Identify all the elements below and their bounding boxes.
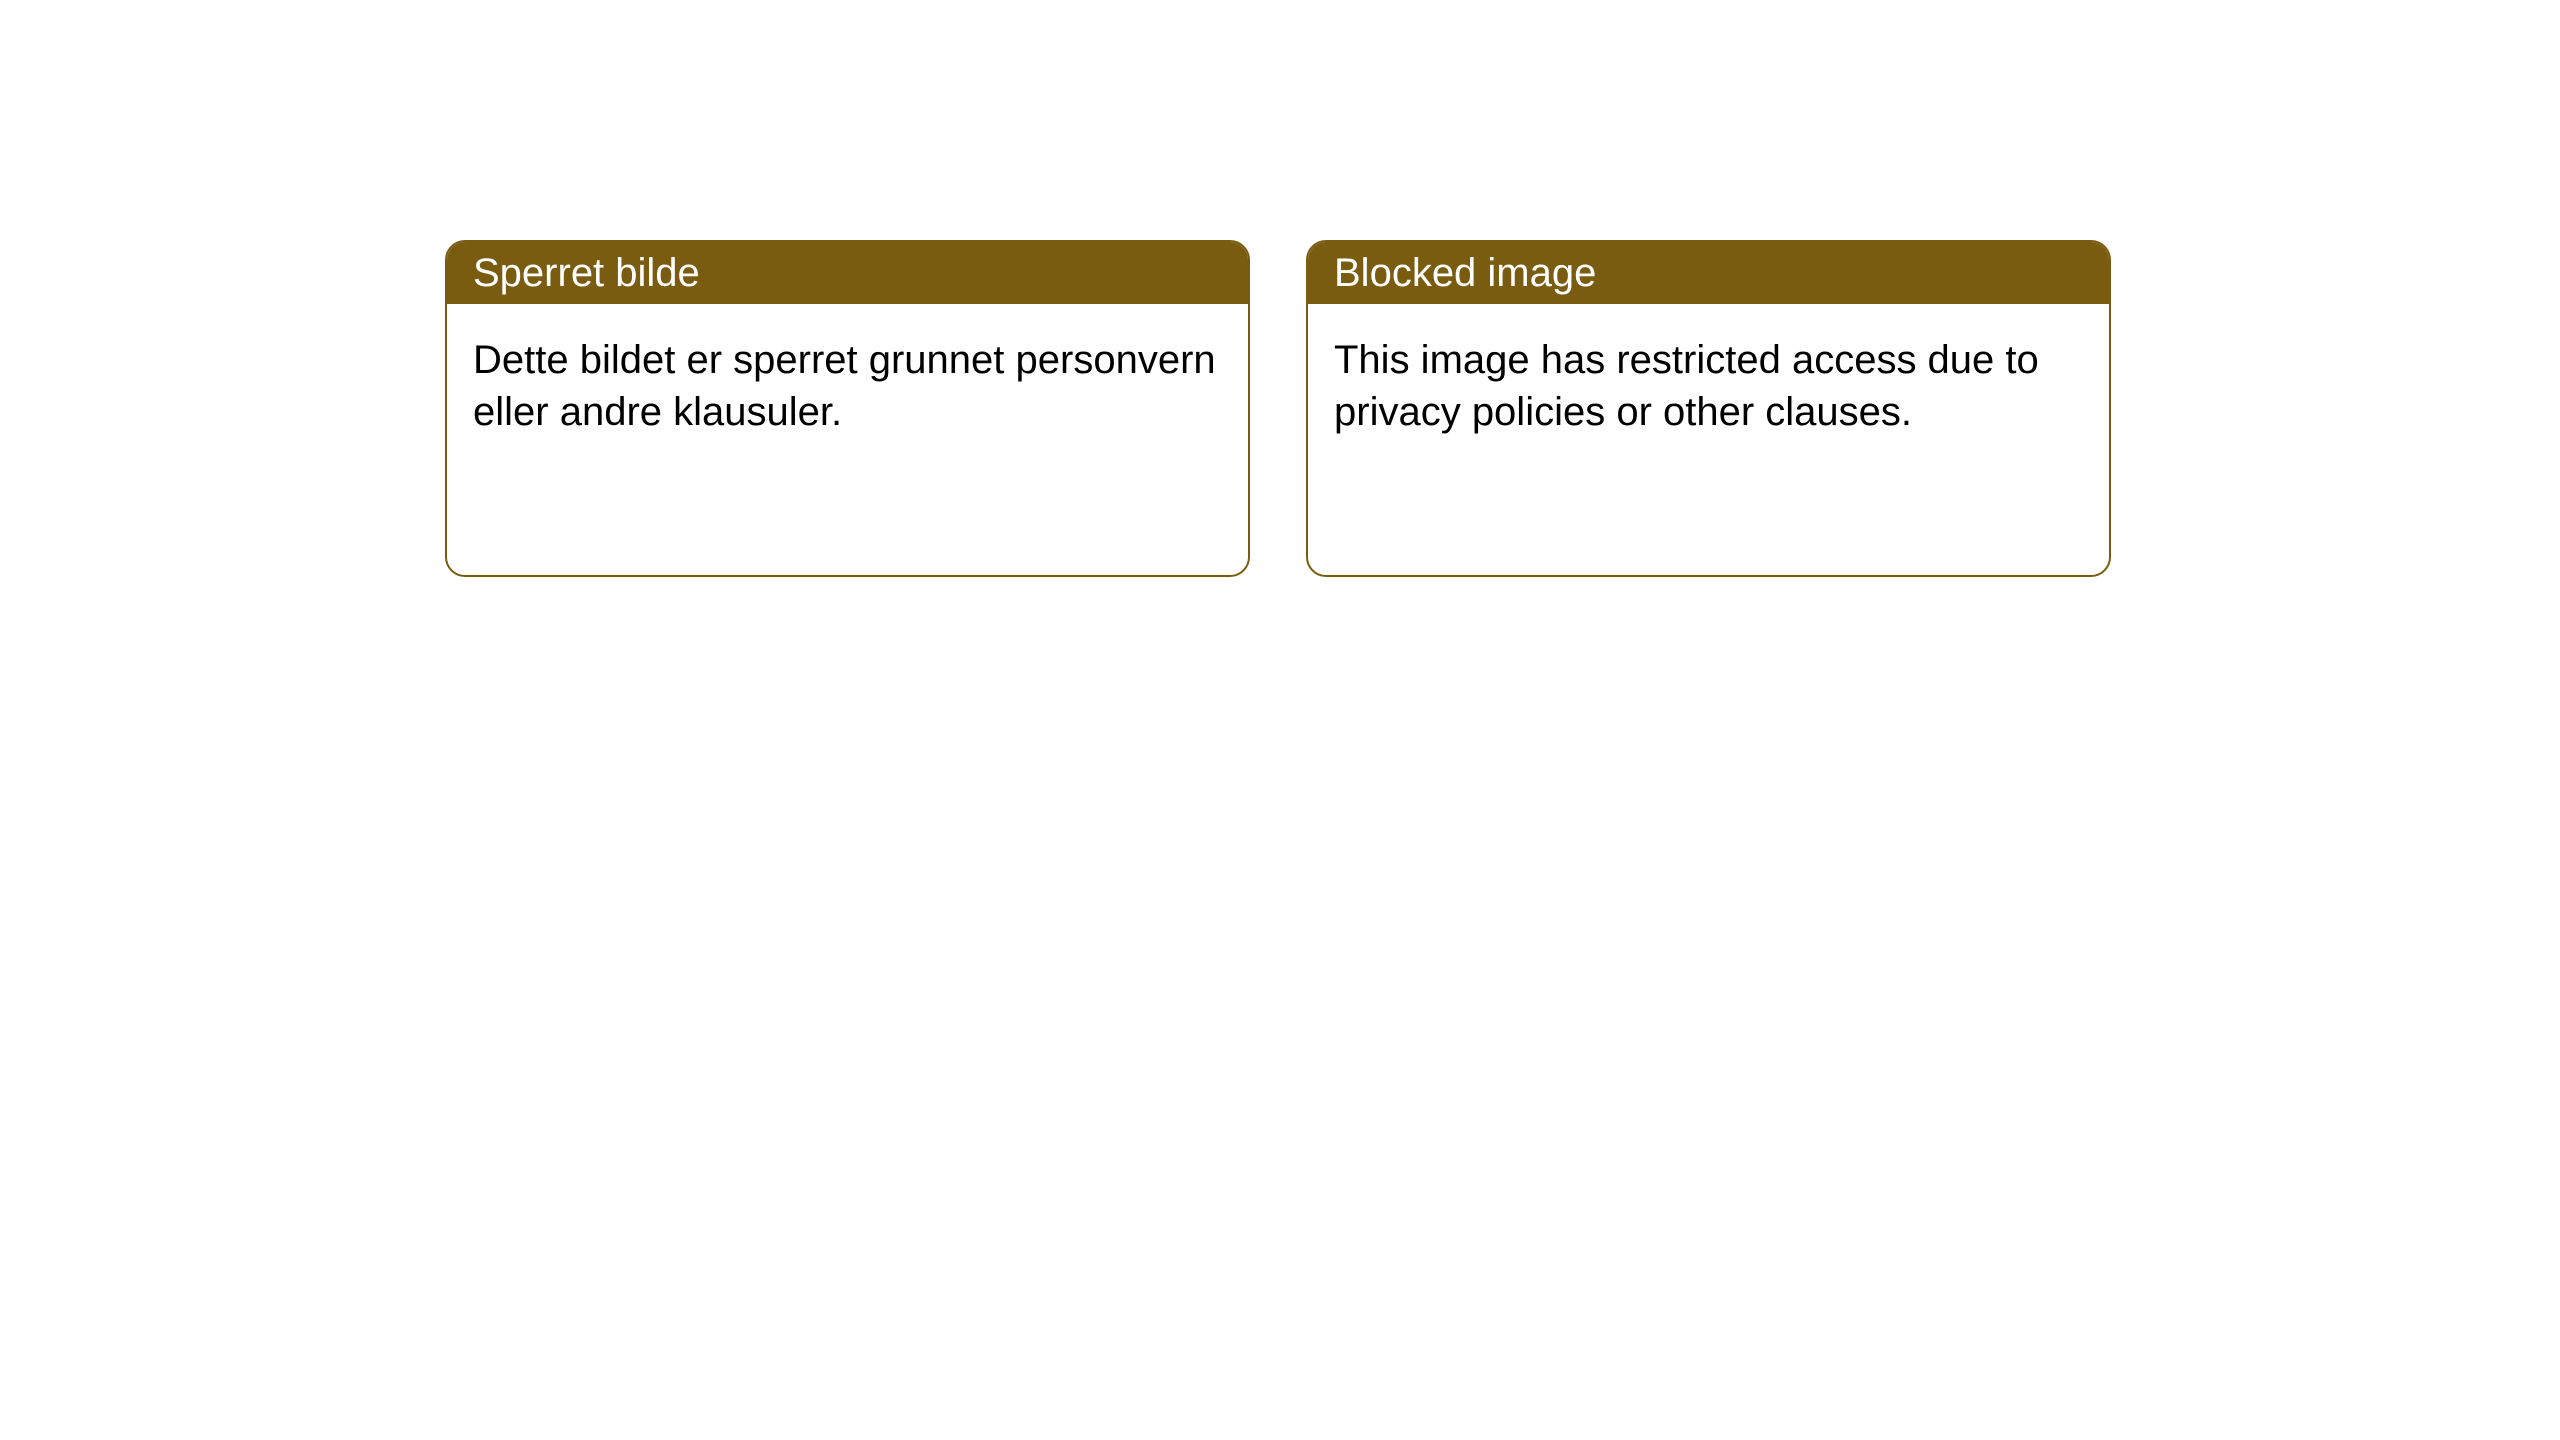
notice-header: Sperret bilde [447, 242, 1248, 304]
notice-title: Blocked image [1334, 251, 1596, 296]
notice-card-norwegian: Sperret bilde Dette bildet er sperret gr… [445, 240, 1250, 577]
notice-card-english: Blocked image This image has restricted … [1306, 240, 2111, 577]
notice-title: Sperret bilde [473, 251, 700, 296]
notice-body: This image has restricted access due to … [1308, 304, 2109, 468]
notice-message: This image has restricted access due to … [1334, 338, 2039, 434]
notice-body: Dette bildet er sperret grunnet personve… [447, 304, 1248, 468]
notice-header: Blocked image [1308, 242, 2109, 304]
notice-container: Sperret bilde Dette bildet er sperret gr… [0, 0, 2560, 577]
notice-message: Dette bildet er sperret grunnet personve… [473, 338, 1216, 434]
